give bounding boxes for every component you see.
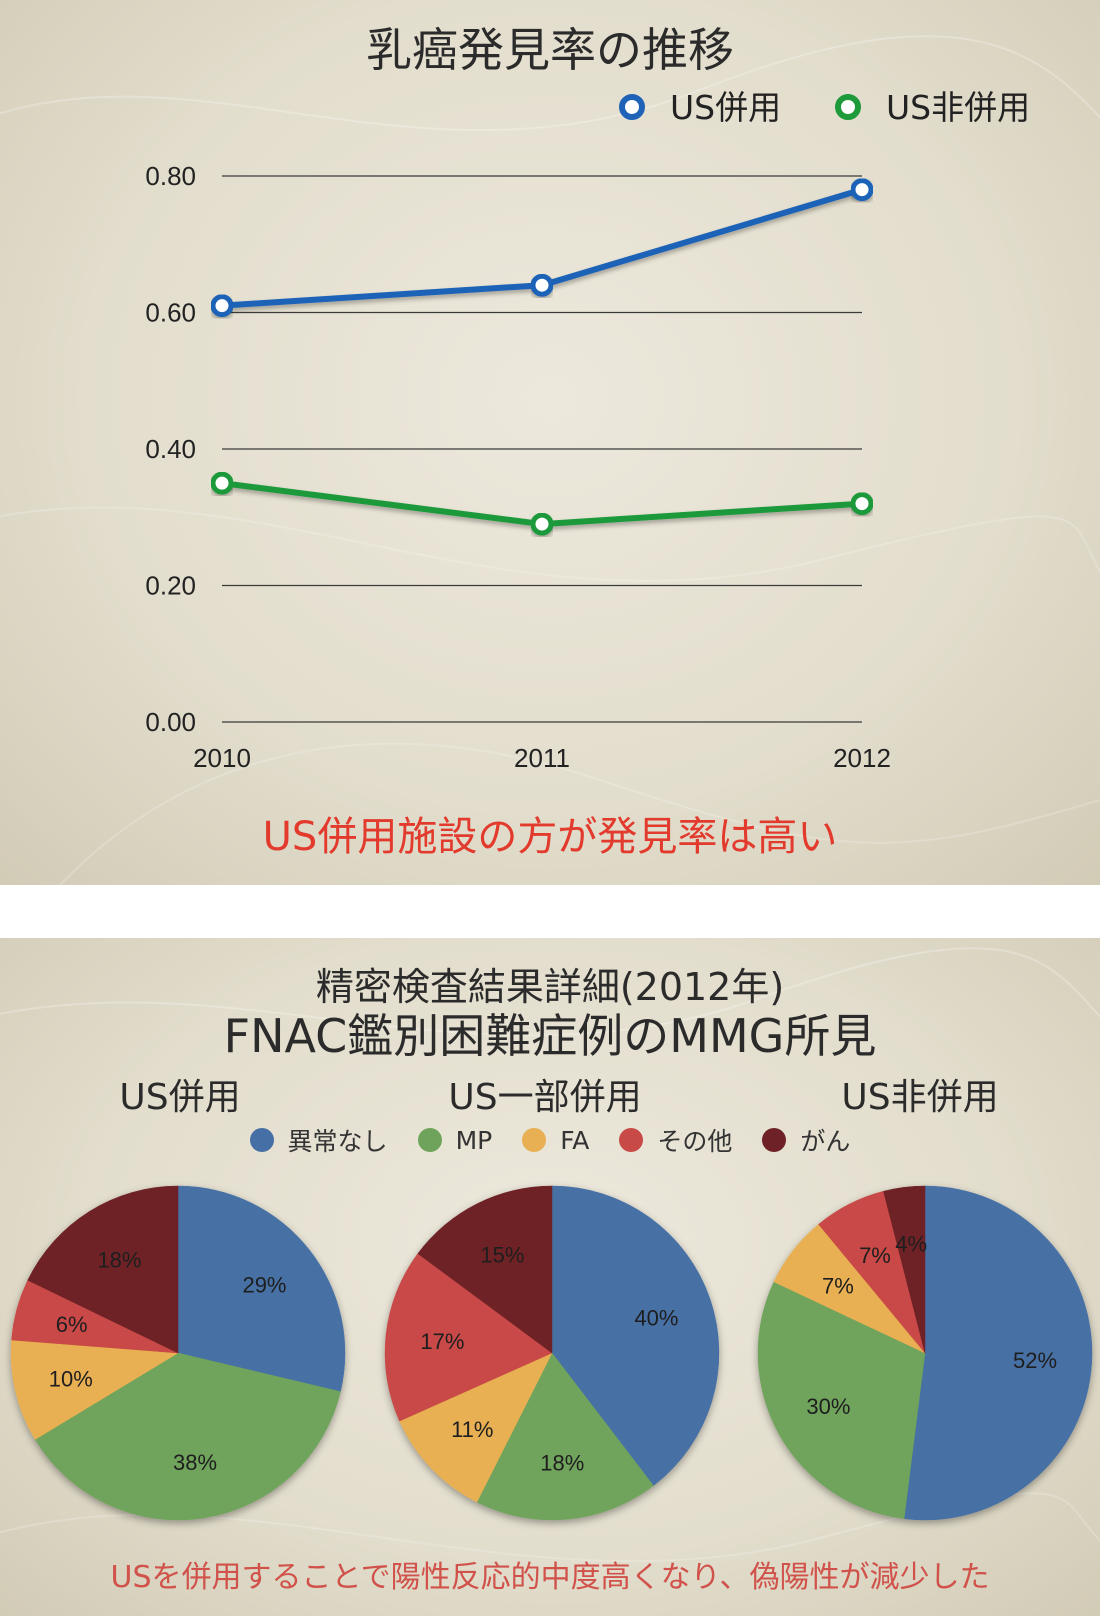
pie-slice <box>27 1185 179 1354</box>
y-tick-label: 0.60 <box>145 298 196 328</box>
legend-marker <box>835 94 861 120</box>
y-tick-label: 0.20 <box>145 571 196 601</box>
legend-label: がん <box>800 1127 851 1156</box>
pie-slice-label: 11% <box>451 1417 493 1442</box>
pie-slice <box>476 1352 654 1521</box>
pie-title-us-none: US非併用 <box>841 1077 999 1118</box>
pie-slice-label: 6% <box>56 1312 88 1337</box>
pie-charts: 29%38%10%6%18%40%18%11%17%15%52%30%7%7% 4… <box>10 1185 1093 1521</box>
pie-chart-slide: 精密検査結果詳細(2012年) FNAC鑑別困難症例のMMG所見 US併用 US… <box>0 938 1100 1616</box>
legend-label: その他 <box>657 1127 733 1156</box>
data-point <box>210 471 234 495</box>
legend-swatch <box>619 1128 644 1152</box>
pie-slice <box>551 1185 720 1486</box>
pie-slice <box>384 1253 553 1422</box>
pie-slice-label: 38% <box>173 1450 217 1475</box>
data-point <box>530 512 554 536</box>
legend-swatch <box>522 1128 547 1152</box>
data-point <box>530 273 554 297</box>
pie-slice-label: 52% <box>1013 1348 1057 1373</box>
pie-slice-label: 17% <box>420 1329 464 1354</box>
pie-slice-label: 30% <box>806 1394 850 1419</box>
pie-slice-label: 18% <box>540 1451 584 1476</box>
pie-chart <box>10 1185 346 1521</box>
pie-slice <box>757 1281 926 1519</box>
y-tick-label: 0.40 <box>145 434 196 464</box>
x-tick-label: 2011 <box>514 743 570 773</box>
legend-swatch <box>249 1128 274 1152</box>
pie-slice <box>177 1185 346 1392</box>
pie-slice-label: 4% <box>895 1232 927 1257</box>
legend-label: US非併用 <box>886 88 1030 127</box>
pie-slice <box>10 1339 179 1440</box>
pie-title-us-combined: US併用 <box>119 1077 241 1118</box>
x-tick-label: 2012 <box>833 743 891 773</box>
legend-label: MP <box>455 1125 493 1155</box>
pie-slice <box>903 1185 1093 1521</box>
data-point <box>850 178 874 202</box>
legend-item: FA <box>522 1126 589 1155</box>
y-tick-label: 0.00 <box>145 707 196 737</box>
pie-slice <box>34 1352 341 1521</box>
line-chart: 0.00 0.20 0.40 0.60 0.80 2010 2011 2012 US併用 US非… <box>145 88 1030 773</box>
legend-swatch <box>762 1128 787 1152</box>
pie-slice-label: 7% <box>822 1273 854 1298</box>
legend-label: US併用 <box>670 88 781 127</box>
line-chart-slide: 乳癌発見率の推移 0.00 0.20 0.40 0.60 0.80 2010 2011 201… <box>0 0 1100 885</box>
legend-label: FA <box>560 1125 590 1155</box>
pie-slice-label: 18% <box>97 1248 141 1273</box>
pie-slice-label: 40% <box>634 1306 678 1331</box>
pie-section-title: 精密検査結果詳細(2012年) <box>315 965 785 1009</box>
pie-chart <box>757 1185 1093 1521</box>
legend-item: がん <box>762 1122 850 1158</box>
pie-section-subtitle: FNAC鑑別困難症例のMMG所見 <box>223 1009 877 1063</box>
pie-conclusion: USを併用することで陽性反応的中度高くなり、偽陽性が減少した <box>110 1560 990 1595</box>
data-point <box>850 492 874 516</box>
x-tick-label: 2010 <box>193 743 251 773</box>
pie-slice-label: 15% <box>480 1243 524 1268</box>
chart-title: 乳癌発見率の推移 <box>366 23 734 77</box>
pie-legend: 異常なし MP FA その他 がん <box>0 1123 1100 1157</box>
pie-slice <box>883 1185 926 1354</box>
data-point <box>210 294 234 318</box>
chart-conclusion: US併用施設の方が発見率は高い <box>262 814 838 860</box>
pie-slice-label: 29% <box>242 1273 286 1298</box>
legend-item: その他 <box>619 1122 732 1158</box>
pie-slice <box>417 1185 553 1354</box>
y-tick-label: 0.80 <box>145 161 196 191</box>
pie-slice-label: 7% <box>859 1243 891 1268</box>
legend-label: 異常なし <box>287 1127 388 1156</box>
legend-item: 異常なし <box>249 1122 388 1158</box>
pie-chart <box>384 1185 720 1521</box>
pie-title-us-partial: US一部併用 <box>448 1077 642 1118</box>
pie-slice <box>399 1352 553 1503</box>
legend-item: MP <box>417 1125 493 1155</box>
pie-slice-label: 10% <box>49 1366 93 1391</box>
legend-swatch <box>417 1128 442 1152</box>
legend-marker <box>619 94 645 120</box>
